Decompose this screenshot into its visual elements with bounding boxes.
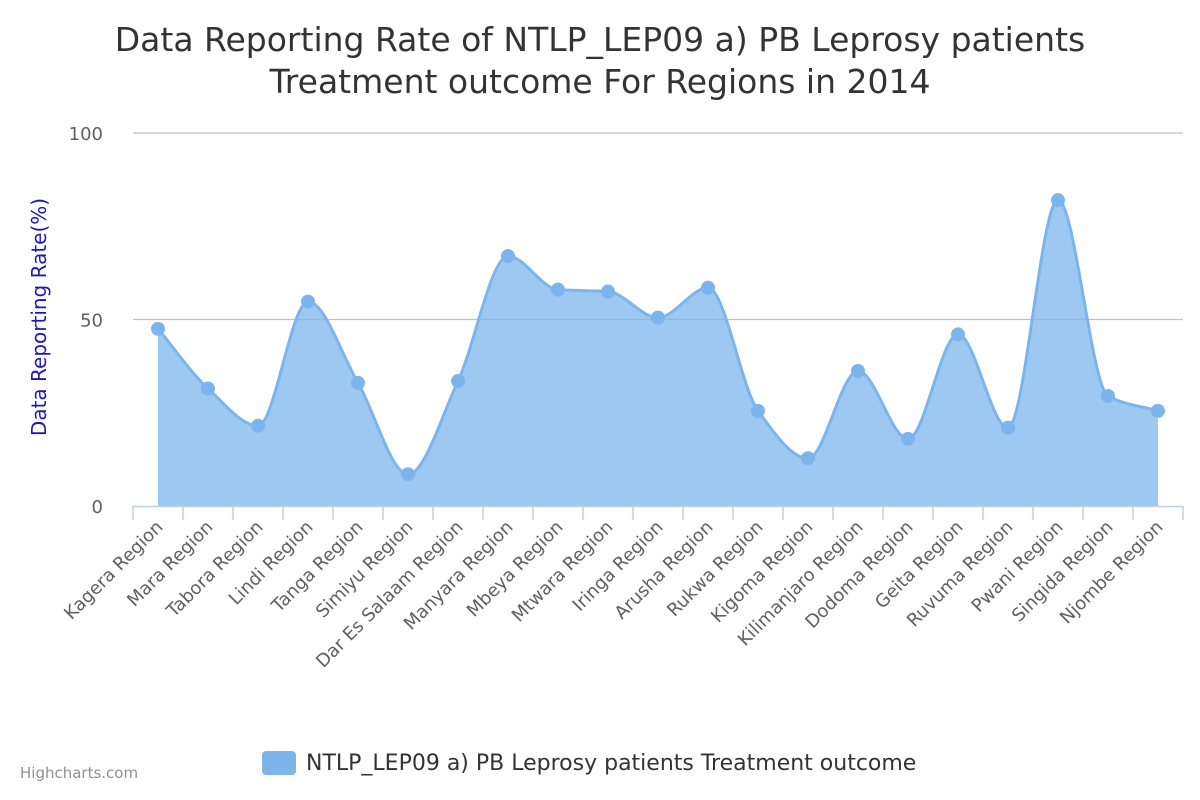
- legend-swatch: [262, 751, 296, 775]
- data-point[interactable]: [601, 284, 615, 299]
- y-tick-label: 0: [92, 497, 103, 518]
- y-axis-label: Data Reporting Rate(%): [27, 197, 51, 437]
- chart-title-line-1: Data Reporting Rate of NTLP_LEP09 a) PB …: [114, 20, 1086, 59]
- data-point[interactable]: [451, 374, 465, 389]
- data-point[interactable]: [151, 321, 165, 336]
- data-point[interactable]: [501, 249, 515, 264]
- data-point[interactable]: [951, 327, 965, 342]
- x-axis: [132, 505, 1184, 520]
- data-point[interactable]: [801, 451, 815, 466]
- data-point[interactable]: [201, 381, 215, 396]
- legend-label: NTLP_LEP09 a) PB Leprosy patients Treatm…: [306, 750, 917, 776]
- data-point[interactable]: [351, 375, 365, 390]
- y-tick-label: 100: [69, 124, 103, 145]
- data-point[interactable]: [401, 467, 415, 482]
- series-points[interactable]: [151, 193, 1165, 482]
- grid-lines: [133, 132, 1183, 321]
- data-point[interactable]: [851, 363, 865, 378]
- series-area: [156, 198, 1159, 506]
- data-point[interactable]: [701, 280, 715, 295]
- chart-title-line-2: Treatment outcome For Regions in 2014: [269, 62, 931, 101]
- data-point[interactable]: [1151, 403, 1165, 418]
- data-point[interactable]: [551, 282, 565, 297]
- data-point[interactable]: [901, 431, 915, 446]
- data-point[interactable]: [251, 418, 265, 433]
- legend-item[interactable]: NTLP_LEP09 a) PB Leprosy patients Treatm…: [262, 747, 916, 779]
- series-line: [156, 198, 1159, 476]
- data-point[interactable]: [1101, 388, 1115, 403]
- data-point[interactable]: [1051, 193, 1065, 208]
- credits-link[interactable]: Highcharts.com: [20, 764, 139, 782]
- data-point[interactable]: [301, 294, 315, 309]
- y-axis-ticks: 0 50 100: [69, 124, 103, 518]
- data-point[interactable]: [751, 403, 765, 418]
- data-point[interactable]: [1001, 420, 1015, 435]
- data-point[interactable]: [651, 310, 665, 325]
- y-tick-label: 50: [80, 311, 103, 332]
- series-area-fill: [158, 200, 1158, 506]
